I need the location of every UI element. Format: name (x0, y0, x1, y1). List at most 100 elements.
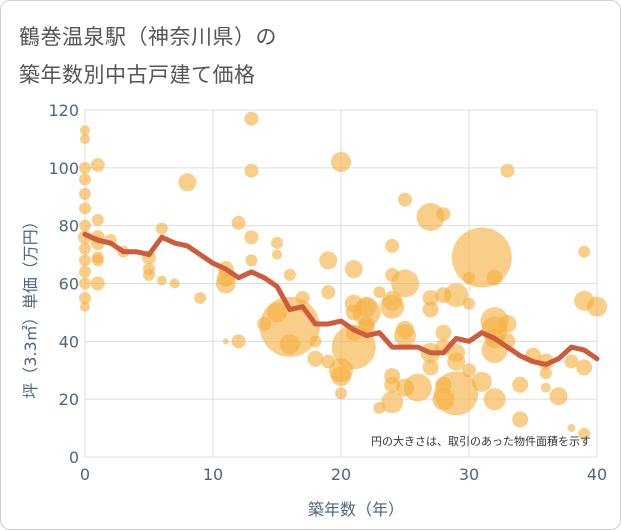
data-bubble (79, 202, 91, 215)
bubble-series (78, 111, 607, 440)
data-bubble (321, 285, 336, 300)
chart-title-line-1: 鶴巻温泉駅（神奈川県）の (19, 25, 277, 49)
chart-title-line-2: 築年数別中古戸建て価格 (19, 63, 256, 87)
data-bubble (422, 359, 439, 376)
data-bubble (498, 314, 517, 333)
data-bubble (257, 316, 272, 331)
data-bubble (319, 251, 338, 270)
data-bubble (79, 265, 91, 278)
data-bubble (435, 376, 452, 393)
y-tick-label: 120 (48, 101, 79, 120)
data-bubble (381, 391, 404, 414)
data-bubble (471, 371, 492, 392)
data-bubble (79, 219, 91, 232)
x-tick-label: 10 (203, 465, 223, 484)
x-tick-label: 0 (80, 465, 90, 484)
data-bubble (244, 230, 259, 245)
data-bubble (272, 249, 282, 260)
data-bubble (267, 302, 287, 323)
data-bubble (567, 424, 576, 433)
data-bubble (321, 354, 336, 369)
y-tick-label: 20 (59, 390, 79, 409)
data-bubble (358, 318, 375, 335)
data-bubble (79, 291, 91, 304)
data-bubble (463, 271, 475, 284)
data-bubble (540, 382, 551, 393)
data-bubble (500, 163, 515, 178)
data-bubble (436, 207, 451, 222)
x-axis-ticks: 0 10 20 30 40 (80, 465, 607, 484)
data-bubble (309, 335, 322, 348)
data-bubble (80, 133, 90, 144)
data-bubble (398, 192, 412, 207)
data-bubble (564, 354, 579, 369)
data-bubble (79, 242, 91, 255)
data-bubble (539, 367, 552, 380)
data-bubble (422, 301, 439, 318)
data-bubble (384, 376, 401, 393)
data-bubble (169, 278, 180, 289)
data-bubble (578, 245, 591, 258)
data-bubble (156, 275, 167, 286)
data-bubble (194, 291, 207, 304)
data-bubble (512, 376, 529, 393)
data-bubble (79, 187, 91, 200)
data-bubble (79, 277, 91, 290)
x-tick-label: 30 (459, 465, 479, 484)
y-axis-label: 坪（3.3㎡）単価（万円） (21, 213, 40, 398)
data-bubble (271, 237, 283, 250)
data-bubble (335, 387, 347, 400)
data-bubble (143, 268, 155, 281)
data-bubble (576, 359, 593, 376)
data-bubble (231, 215, 246, 230)
data-bubble (79, 254, 91, 267)
data-bubble (396, 378, 414, 397)
data-bubble (447, 352, 466, 371)
data-bubble (432, 388, 455, 411)
data-bubble (80, 125, 90, 136)
data-bubble (91, 254, 104, 267)
data-bubble (486, 269, 503, 286)
data-bubble (373, 286, 386, 299)
data-bubble (345, 304, 362, 321)
average-price-line (82, 231, 600, 367)
data-bubble (90, 157, 105, 172)
data-bubble (396, 320, 414, 339)
data-bubble (403, 373, 432, 402)
data-bubble (344, 260, 363, 279)
data-bubble (331, 366, 351, 387)
data-bubble (295, 290, 310, 305)
data-bubble (385, 267, 400, 282)
data-bubble (435, 287, 452, 304)
y-tick-label: 0 (69, 448, 79, 467)
x-tick-label: 20 (331, 465, 351, 484)
data-bubble (416, 202, 445, 231)
data-bubble (279, 334, 300, 355)
data-bubble (463, 297, 475, 310)
data-bubble (578, 427, 591, 440)
data-bubble (307, 350, 324, 367)
data-bubble (422, 289, 439, 306)
data-bubble (549, 387, 568, 406)
data-bubble (231, 334, 246, 349)
data-bubble (90, 276, 105, 291)
y-tick-label: 80 (59, 217, 79, 236)
data-bubble (244, 111, 259, 126)
data-bubble (222, 338, 229, 345)
data-bubble (283, 268, 296, 281)
data-bubble (178, 173, 197, 192)
data-bubble (244, 163, 259, 178)
data-bubble (373, 401, 386, 414)
y-tick-label: 100 (48, 159, 79, 178)
y-axis-ticks: 0 20 40 60 80 100 120 (48, 101, 79, 467)
data-bubble (435, 324, 452, 341)
data-bubble (385, 238, 400, 253)
data-bubble (80, 301, 90, 312)
data-bubble (331, 152, 351, 173)
data-bubble (155, 222, 168, 235)
data-bubble (79, 173, 91, 186)
data-bubble (587, 296, 607, 317)
data-bubble (245, 254, 258, 267)
